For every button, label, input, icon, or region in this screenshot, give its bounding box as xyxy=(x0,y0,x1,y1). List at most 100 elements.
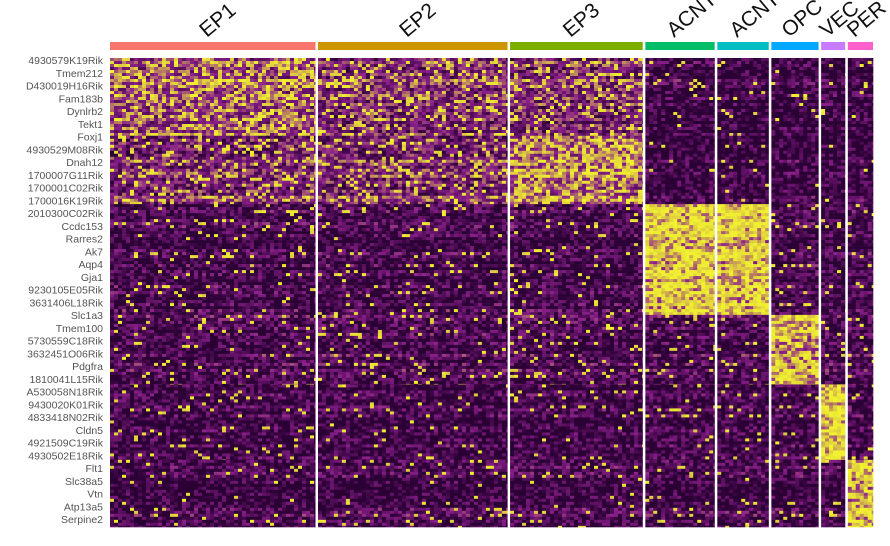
heatmap-cell xyxy=(321,88,327,92)
heatmap-cell xyxy=(497,103,503,107)
heatmap-cell xyxy=(757,103,762,107)
heatmap-cell xyxy=(638,61,643,65)
heatmap-cell xyxy=(218,118,223,122)
heatmap-cell xyxy=(681,58,686,62)
heatmap-cell xyxy=(146,133,151,137)
heatmap-cell xyxy=(518,73,523,77)
heatmap-cell xyxy=(542,61,547,65)
heatmap-cell xyxy=(538,130,543,134)
heatmap-cell xyxy=(429,112,435,116)
heatmap-cell xyxy=(669,70,674,74)
heatmap-cell xyxy=(841,73,846,77)
heatmap-cell xyxy=(457,115,463,119)
heatmap-cell xyxy=(162,82,167,86)
heatmap-cell xyxy=(485,127,491,131)
heatmap-cell xyxy=(242,70,247,74)
heatmap-cell xyxy=(302,67,307,71)
heatmap-cell xyxy=(473,94,479,98)
heatmap-cell xyxy=(855,130,861,134)
heatmap-cell xyxy=(657,91,662,95)
heatmap-cell xyxy=(871,127,874,131)
heatmap-cell xyxy=(661,109,666,113)
heatmap-cell xyxy=(638,64,643,68)
heatmap-cell xyxy=(787,97,792,101)
heatmap-cell xyxy=(510,70,515,74)
heatmap-cell xyxy=(162,112,167,116)
heatmap-cell xyxy=(630,88,635,92)
heatmap-cell xyxy=(246,100,251,104)
heatmap-cell xyxy=(649,112,654,116)
heatmap-cell xyxy=(262,67,267,71)
heatmap-cell xyxy=(534,82,539,86)
heatmap-cell xyxy=(634,64,639,68)
heatmap-cell xyxy=(642,79,644,83)
heatmap-cell xyxy=(709,76,714,80)
heatmap-cell xyxy=(122,115,127,119)
heatmap-cell xyxy=(586,112,591,116)
heatmap-cell xyxy=(381,58,387,62)
heatmap-cell xyxy=(485,85,491,89)
heatmap-cell xyxy=(473,79,479,83)
heatmap-cell xyxy=(713,73,716,77)
heatmap-cell xyxy=(626,112,631,116)
heatmap-cell xyxy=(779,61,784,65)
heatmap-cell xyxy=(685,94,690,98)
heatmap-cell xyxy=(413,70,419,74)
heatmap-cell xyxy=(554,127,559,131)
heatmap-cell xyxy=(618,127,623,131)
heatmap-cell xyxy=(689,73,694,77)
heatmap-cell xyxy=(673,88,678,92)
heatmap-cell xyxy=(765,115,770,119)
heatmap-cell xyxy=(701,118,706,122)
heatmap-cell xyxy=(783,109,788,113)
heatmap-cell xyxy=(713,103,716,107)
heatmap-cell xyxy=(526,106,531,110)
heatmap-cell xyxy=(867,133,873,137)
heatmap-cell xyxy=(441,61,447,65)
heatmap-cell xyxy=(437,97,443,101)
heatmap-cell xyxy=(661,118,666,122)
heatmap-cell xyxy=(337,133,343,137)
heatmap-cell xyxy=(325,88,331,92)
heatmap-cell xyxy=(242,124,247,128)
heatmap-cell xyxy=(126,118,131,122)
heatmap-cell xyxy=(753,112,758,116)
heatmap-cell xyxy=(713,97,716,101)
heatmap-cell xyxy=(653,91,658,95)
heatmap-cell xyxy=(645,58,650,62)
heatmap-cell xyxy=(254,61,259,65)
heatmap-cell xyxy=(429,61,435,65)
heatmap-cell xyxy=(473,121,479,125)
heatmap-cell xyxy=(550,115,555,119)
heatmap-cell xyxy=(377,103,383,107)
heatmap-cell xyxy=(381,103,387,107)
heatmap-cell xyxy=(306,100,311,104)
heatmap-cell xyxy=(377,118,383,122)
heatmap-cell xyxy=(282,70,287,74)
heatmap-cell xyxy=(357,130,363,134)
heatmap-cell xyxy=(791,97,796,101)
heatmap-cell xyxy=(582,103,587,107)
heatmap-cell xyxy=(349,124,355,128)
heatmap-cell xyxy=(765,73,770,77)
heatmap-cell xyxy=(787,67,792,71)
heatmap-cell xyxy=(134,127,139,131)
heatmap-cell xyxy=(393,58,399,62)
heatmap-cell xyxy=(341,100,347,104)
heatmap-cell xyxy=(578,70,583,74)
heatmap-cell xyxy=(630,118,635,122)
heatmap-cell xyxy=(457,130,463,134)
heatmap-cell xyxy=(234,118,239,122)
heatmap-cell xyxy=(775,67,780,71)
heatmap-cell xyxy=(574,124,579,128)
heatmap-cell xyxy=(638,67,643,71)
heatmap-cell xyxy=(558,100,563,104)
heatmap-cell xyxy=(717,73,722,77)
heatmap-cell xyxy=(787,76,792,80)
heatmap-cell xyxy=(505,94,508,98)
heatmap-cell xyxy=(562,73,567,77)
heatmap-cell xyxy=(775,88,780,92)
heatmap-cell xyxy=(401,64,407,68)
heatmap-cell xyxy=(855,73,861,77)
heatmap-cell xyxy=(461,97,467,101)
